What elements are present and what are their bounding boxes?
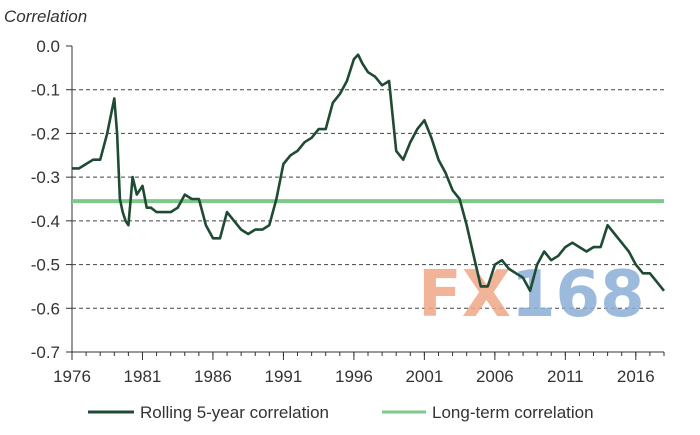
- x-axis-tick-labels: 1976 1981 1986 1991 1996 2001 2006 2011 2016: [53, 367, 655, 386]
- x-tick-label: 1986: [194, 367, 232, 386]
- legend: Rolling 5-year correlation Long-term cor…: [88, 403, 594, 422]
- x-tick-label: 1996: [335, 367, 373, 386]
- watermark-fx-text: FX: [418, 258, 511, 332]
- watermark-number-text: 168: [511, 258, 645, 332]
- axes: [66, 45, 665, 360]
- x-tick-label: 2011: [547, 367, 584, 386]
- y-tick-label: -0.1: [31, 81, 60, 100]
- legend-label-long-term: Long-term correlation: [432, 403, 594, 422]
- y-tick-label: -0.2: [31, 124, 60, 143]
- x-tick-label: 2006: [476, 367, 514, 386]
- legend-label-rolling: Rolling 5-year correlation: [140, 403, 329, 422]
- x-tick-label: 1976: [53, 367, 91, 386]
- fx168-watermark: FX 168: [418, 258, 645, 332]
- x-tick-label: 1991: [265, 367, 303, 386]
- y-tick-label: -0.6: [31, 299, 60, 318]
- y-tick-label: 0.0: [36, 37, 60, 56]
- y-axis-tick-labels: 0.0 -0.1 -0.2 -0.3 -0.4 -0.5 -0.6 -0.7: [31, 37, 60, 362]
- y-axis-title: Correlation: [4, 7, 87, 26]
- series-line-rolling: [72, 53, 666, 293]
- x-tick-label: 2001: [405, 367, 443, 386]
- y-tick-label: -0.7: [31, 343, 60, 362]
- x-tick-label: 2016: [617, 367, 655, 386]
- series-layer: [72, 53, 666, 293]
- y-tick-label: -0.3: [31, 168, 60, 187]
- y-tick-label: -0.5: [31, 256, 60, 275]
- y-tick-label: -0.4: [31, 212, 60, 231]
- x-tick-label: 1981: [124, 367, 162, 386]
